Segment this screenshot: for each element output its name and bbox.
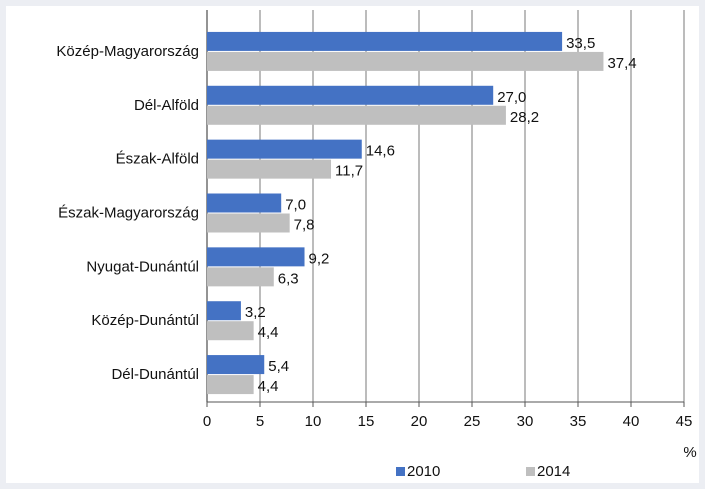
value-label: 9,2 [309,250,330,267]
x-tick-label: 40 [623,413,640,430]
value-label: 11,7 [335,163,363,180]
y-tick-label: Dél-Alföld [134,97,199,114]
x-tick-label: 5 [256,413,264,430]
legend-label: 2014 [537,463,570,480]
bar [207,85,494,105]
value-label: 4,4 [258,324,279,341]
y-tick-label: Dél-Dunántúl [111,366,199,383]
bar [207,31,563,51]
x-tick-label: 15 [358,413,375,430]
y-tick-label: Közép-Magyarország [56,43,199,60]
bar [207,355,265,375]
bar [207,247,305,267]
x-tick-label: 25 [464,413,481,430]
value-label: 6,3 [278,270,299,287]
x-tick-label: 0 [203,413,211,430]
value-label: 3,2 [245,304,266,321]
bar [207,321,254,341]
value-label: 28,2 [510,109,539,126]
x-tick-label: 35 [570,413,587,430]
bar [207,375,254,395]
value-label: 14,6 [366,143,395,160]
value-label: 37,4 [607,55,636,72]
bar [207,193,282,213]
legend-swatch [526,467,535,476]
bar [207,105,506,125]
bar [207,51,604,71]
bar [207,301,241,321]
legend-label: 2010 [407,463,440,480]
x-tick-label: 20 [411,413,428,430]
value-label: 7,0 [285,196,306,213]
value-label: 4,4 [258,378,279,395]
bar [207,213,290,233]
bar [207,139,362,159]
x-tick-label: 45 [676,413,693,430]
value-label: 7,8 [294,216,315,233]
bar [207,267,274,287]
chart-panel [6,6,699,483]
y-tick-label: Észak-Alföld [116,151,199,168]
x-axis-label: % [683,444,696,461]
value-label: 33,5 [566,35,595,52]
bar [207,159,332,179]
y-tick-label: Nyugat-Dunántúl [86,258,199,275]
x-tick-label: 30 [517,413,534,430]
x-tick-label: 10 [305,413,322,430]
legend-swatch [396,467,405,476]
value-label: 5,4 [268,358,289,375]
value-label: 27,0 [497,89,526,106]
y-tick-label: Észak-Magyarország [58,204,199,221]
y-tick-label: Közép-Dunántúl [91,312,199,329]
